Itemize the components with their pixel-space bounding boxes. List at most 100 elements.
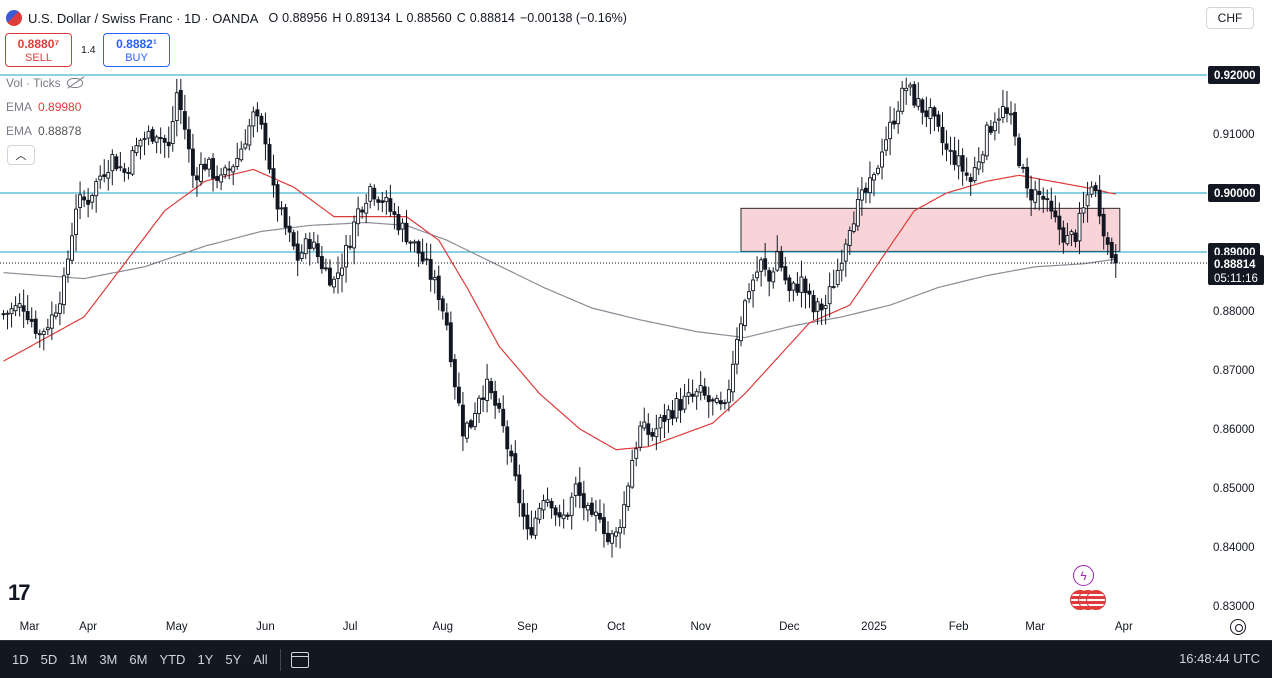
candle-body-down	[82, 196, 87, 201]
candle-body-up	[872, 174, 876, 181]
candle-body-down	[807, 290, 812, 295]
chart-settings-gear-icon[interactable]	[1230, 619, 1246, 635]
candle-body-up	[247, 125, 252, 146]
candle	[448, 311, 453, 368]
candle	[33, 310, 38, 339]
hidden-eye-icon[interactable]	[66, 78, 83, 88]
candle	[283, 203, 288, 236]
candle	[469, 418, 473, 430]
candle	[1, 310, 6, 320]
candle-body-down	[460, 404, 465, 437]
candle-body-down	[203, 163, 207, 170]
candle-body-down	[650, 432, 655, 437]
ema50-legend[interactable]: EMA 0.89980	[6, 100, 81, 114]
sell-button[interactable]: 0.8880⁷ SELL	[5, 33, 72, 67]
candle	[37, 329, 42, 348]
candle-body-down	[267, 144, 272, 170]
candle-body-up	[170, 121, 175, 144]
candle-body-down	[29, 318, 34, 322]
range-5y-button[interactable]: 5Y	[225, 652, 242, 667]
candle-body-down	[1029, 188, 1034, 201]
candle	[98, 165, 103, 189]
current-price-label: 0.88814	[1214, 259, 1256, 271]
candle	[533, 510, 538, 540]
candle-body-up	[336, 272, 340, 279]
candle-body-down	[581, 493, 586, 509]
candle-body-up	[1081, 207, 1086, 214]
candle-body-down	[1025, 166, 1030, 189]
candle	[45, 318, 50, 336]
candle	[1085, 181, 1090, 223]
candle	[952, 136, 957, 171]
candle	[771, 267, 776, 289]
candle-body-up	[424, 258, 429, 261]
tradingview-logo[interactable]: 17	[8, 580, 31, 605]
candle-body-up	[835, 270, 840, 286]
candle	[509, 444, 514, 463]
candle-body-down	[646, 423, 651, 435]
candle-body-down	[186, 129, 191, 150]
candle-body-up	[743, 300, 747, 327]
range-1d-button[interactable]: 1D	[12, 652, 29, 667]
candle	[376, 196, 381, 211]
range-1m-button[interactable]: 1M	[69, 652, 88, 667]
clock-utc[interactable]: 16:48:44 UTC	[1179, 651, 1260, 666]
candle	[755, 256, 760, 282]
calendar-go-to-date-icon[interactable]	[290, 651, 309, 668]
change-value: −0.00138 (−0.16%)	[519, 11, 627, 25]
buy-button[interactable]: 0.8882¹ BUY	[103, 33, 170, 67]
currency-button[interactable]: CHF	[1206, 7, 1254, 29]
candle-body-up	[142, 138, 147, 141]
candle	[323, 258, 328, 272]
candle-body-up	[299, 252, 304, 259]
candle-body-up	[904, 87, 909, 92]
us-economic-events-icon[interactable]	[1070, 590, 1110, 610]
candle-body-down	[150, 129, 155, 142]
candle-body-up	[78, 194, 83, 208]
collapse-legend-button[interactable]: ︿	[7, 145, 35, 165]
candle	[279, 200, 284, 216]
candle-body-up	[747, 291, 751, 300]
candle	[996, 108, 1001, 134]
candle	[904, 77, 909, 105]
candle	[932, 105, 937, 131]
candle-body-down	[360, 209, 365, 213]
range-6m-button[interactable]: 6M	[129, 652, 148, 667]
candle	[452, 354, 457, 400]
symbol-title[interactable]: U.S. Dollar / Swiss Franc · 1D · OANDA	[28, 10, 259, 26]
candle-body-up	[972, 167, 977, 182]
candle	[823, 294, 828, 325]
time-axis: Mar Apr May Jun Jul Aug Sep Oct Nov Dec 2025 Feb Mar…	[20, 621, 1133, 633]
candle	[49, 301, 54, 340]
candle-body-up	[634, 448, 639, 459]
lightning-event-icon[interactable]: ϟ	[1073, 565, 1094, 586]
candle-body-up	[686, 392, 691, 397]
range-ytd-button[interactable]: YTD	[159, 652, 186, 667]
candle-body-down	[690, 393, 695, 397]
candle	[255, 102, 260, 133]
candle	[352, 215, 357, 265]
candle	[13, 296, 18, 317]
candle	[138, 138, 143, 160]
candle	[505, 420, 510, 465]
candle	[827, 272, 832, 318]
candle-body-down	[162, 138, 167, 143]
candle-body-down	[227, 168, 232, 171]
price-chart[interactable]: 0.91000 0.88000 0.87000 0.86000 0.85000 0.840…	[0, 0, 1272, 640]
candle	[892, 107, 897, 130]
level-lines-layer	[0, 74, 1207, 253]
range-all-button[interactable]: All	[253, 652, 268, 667]
candle	[243, 129, 248, 151]
range-1y-button[interactable]: 1Y	[197, 652, 214, 667]
candle-body-up	[1077, 212, 1082, 242]
price-tick-label: 0.87000	[1213, 365, 1255, 377]
candle	[622, 491, 627, 535]
candle-body-up	[956, 155, 961, 167]
range-3m-button[interactable]: 3M	[99, 652, 118, 667]
volume-indicator-legend[interactable]: Vol · Ticks	[6, 76, 83, 90]
candle-body-down	[565, 514, 570, 517]
candle	[477, 395, 481, 423]
spread-value: 1.4	[81, 44, 96, 56]
ema200-legend[interactable]: EMA 0.88878	[6, 124, 81, 138]
range-5d-button[interactable]: 5D	[40, 652, 58, 667]
